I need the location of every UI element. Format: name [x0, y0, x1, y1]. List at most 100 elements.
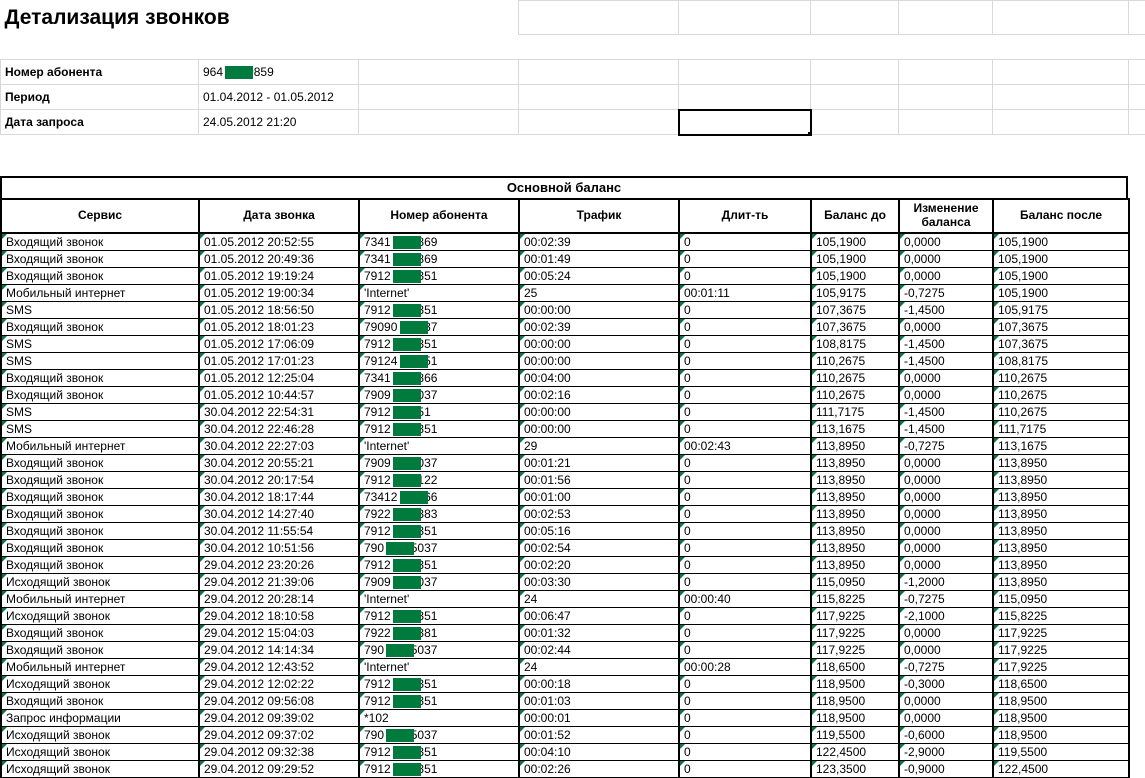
table-cell: -0,7275 — [899, 284, 993, 301]
table-row: Исходящий звонок29.04.2012 09:32:3879120… — [1, 743, 1129, 760]
table-cell: 0 — [679, 709, 811, 726]
table-cell: -1,4500 — [899, 352, 993, 369]
table-cell: 29.04.2012 20:28:14 — [199, 590, 359, 607]
table-cell: 105,1900 — [993, 267, 1129, 284]
table-row: Мобильный интернет29.04.2012 12:43:52'In… — [1, 658, 1129, 675]
table-cell: 00:02:16 — [519, 386, 679, 403]
table-row: SMS01.05.2012 17:06:097912000435100:00:0… — [1, 335, 1129, 352]
table-cell: 79090005037 — [359, 573, 519, 590]
table-cell: 24 — [519, 590, 679, 607]
table-cell: 00:00:00 — [519, 301, 679, 318]
table-cell: 79220003381 — [359, 624, 519, 641]
call-detail-table: СервисДата звонкаНомер абонентаТрафикДли… — [0, 198, 1130, 778]
table-cell: Мобильный интернет — [1, 284, 199, 301]
table-cell: 29.04.2012 14:14:34 — [199, 641, 359, 658]
table-cell: -0,9000 — [899, 760, 993, 777]
table-cell: 29.04.2012 09:32:38 — [199, 743, 359, 760]
table-cell: 105,1900 — [811, 267, 899, 284]
table-cell: 79000035037 — [359, 641, 519, 658]
table-cell: -1,4500 — [899, 420, 993, 437]
table-cell: 79000035037 — [359, 726, 519, 743]
table-cell: 115,0950 — [993, 590, 1129, 607]
table-cell: Входящий звонок — [1, 556, 199, 573]
table-cell: 110,2675 — [993, 386, 1129, 403]
table-cell: 00:00:28 — [679, 658, 811, 675]
table-cell: 118,9500 — [811, 692, 899, 709]
table-cell: 0,0000 — [899, 250, 993, 267]
table-cell: 30.04.2012 20:17:54 — [199, 471, 359, 488]
table-cell: 113,8950 — [811, 539, 899, 556]
col-header: Баланс до — [811, 199, 899, 233]
table-cell: 79220008383 — [359, 505, 519, 522]
table-cell: 122,4500 — [811, 743, 899, 760]
table-cell: 00:00:00 — [519, 420, 679, 437]
table-row: Входящий звонок30.04.2012 20:55:21790900… — [1, 454, 1129, 471]
table-cell: 79120004351 — [359, 675, 519, 692]
table-cell: 01.05.2012 20:49:36 — [199, 250, 359, 267]
col-header: Трафик — [519, 199, 679, 233]
table-cell: 01.05.2012 19:00:34 — [199, 284, 359, 301]
col-header: Дата звонка — [199, 199, 359, 233]
table-cell: 105,1900 — [811, 233, 899, 251]
table-row: Входящий звонок01.05.2012 19:19:24791200… — [1, 267, 1129, 284]
label-request-date: Дата запроса — [1, 110, 199, 135]
table-cell: Входящий звонок — [1, 505, 199, 522]
table-cell: 0 — [679, 726, 811, 743]
table-cell: 105,1900 — [811, 250, 899, 267]
table-row: Входящий звонок30.04.2012 18:17:44734120… — [1, 488, 1129, 505]
table-cell: 0,0000 — [899, 505, 993, 522]
table-cell: 0 — [679, 624, 811, 641]
table-cell: 111,7175 — [811, 403, 899, 420]
table-cell: -1,4500 — [899, 301, 993, 318]
table-cell: 00:04:10 — [519, 743, 679, 760]
table-cell: 0,0000 — [899, 318, 993, 335]
table-cell: 108,8175 — [993, 352, 1129, 369]
col-header: Сервис — [1, 199, 199, 233]
table-cell: 00:02:39 — [519, 318, 679, 335]
table-cell: 00:01:00 — [519, 488, 679, 505]
table-cell: 117,9225 — [993, 641, 1129, 658]
table-cell: 0 — [679, 556, 811, 573]
table-cell: 00:00:00 — [519, 403, 679, 420]
table-cell: 30.04.2012 20:55:21 — [199, 454, 359, 471]
table-cell: SMS — [1, 301, 199, 318]
table-cell: 113,8950 — [811, 437, 899, 454]
table-cell: 7912000351 — [359, 403, 519, 420]
table-cell: Мобильный интернет — [1, 590, 199, 607]
table-cell: 0,0000 — [899, 471, 993, 488]
table-cell: 113,8950 — [811, 471, 899, 488]
section-title: Основной баланс — [0, 176, 1128, 198]
table-cell: Мобильный интернет — [1, 658, 199, 675]
table-cell: 118,9500 — [993, 726, 1129, 743]
table-cell: 0,0000 — [899, 233, 993, 251]
table-cell: 113,8950 — [811, 556, 899, 573]
table-cell: Входящий звонок — [1, 250, 199, 267]
value-request-date: 24.05.2012 21:20 — [199, 110, 359, 135]
table-cell: 79120004351 — [359, 267, 519, 284]
table-cell: 79120005122 — [359, 471, 519, 488]
table-cell: 118,6500 — [811, 658, 899, 675]
table-cell: 105,1900 — [993, 284, 1129, 301]
table-cell: 113,8950 — [811, 454, 899, 471]
selected-cell[interactable] — [679, 110, 811, 135]
table-cell: 0 — [679, 505, 811, 522]
table-cell: 0 — [679, 250, 811, 267]
table-cell: 0,0000 — [899, 709, 993, 726]
table-cell: Входящий звонок — [1, 539, 199, 556]
table-cell: 01.05.2012 19:19:24 — [199, 267, 359, 284]
col-header: Номер абонента — [359, 199, 519, 233]
table-row: SMS01.05.2012 18:56:507912000435100:00:0… — [1, 301, 1129, 318]
table-cell: 01.05.2012 17:06:09 — [199, 335, 359, 352]
table-cell: 105,9175 — [993, 301, 1129, 318]
table-cell: 00:01:11 — [679, 284, 811, 301]
table-cell: 118,6500 — [993, 675, 1129, 692]
table-cell: 29.04.2012 12:43:52 — [199, 658, 359, 675]
table-cell: 00:04:00 — [519, 369, 679, 386]
table-cell: 113,8950 — [811, 488, 899, 505]
table-cell: 00:01:21 — [519, 454, 679, 471]
table-cell: 113,1675 — [993, 437, 1129, 454]
table-cell: SMS — [1, 403, 199, 420]
table-cell: 113,8950 — [811, 522, 899, 539]
table-cell: 29.04.2012 21:39:06 — [199, 573, 359, 590]
table-cell: 119,5500 — [811, 726, 899, 743]
